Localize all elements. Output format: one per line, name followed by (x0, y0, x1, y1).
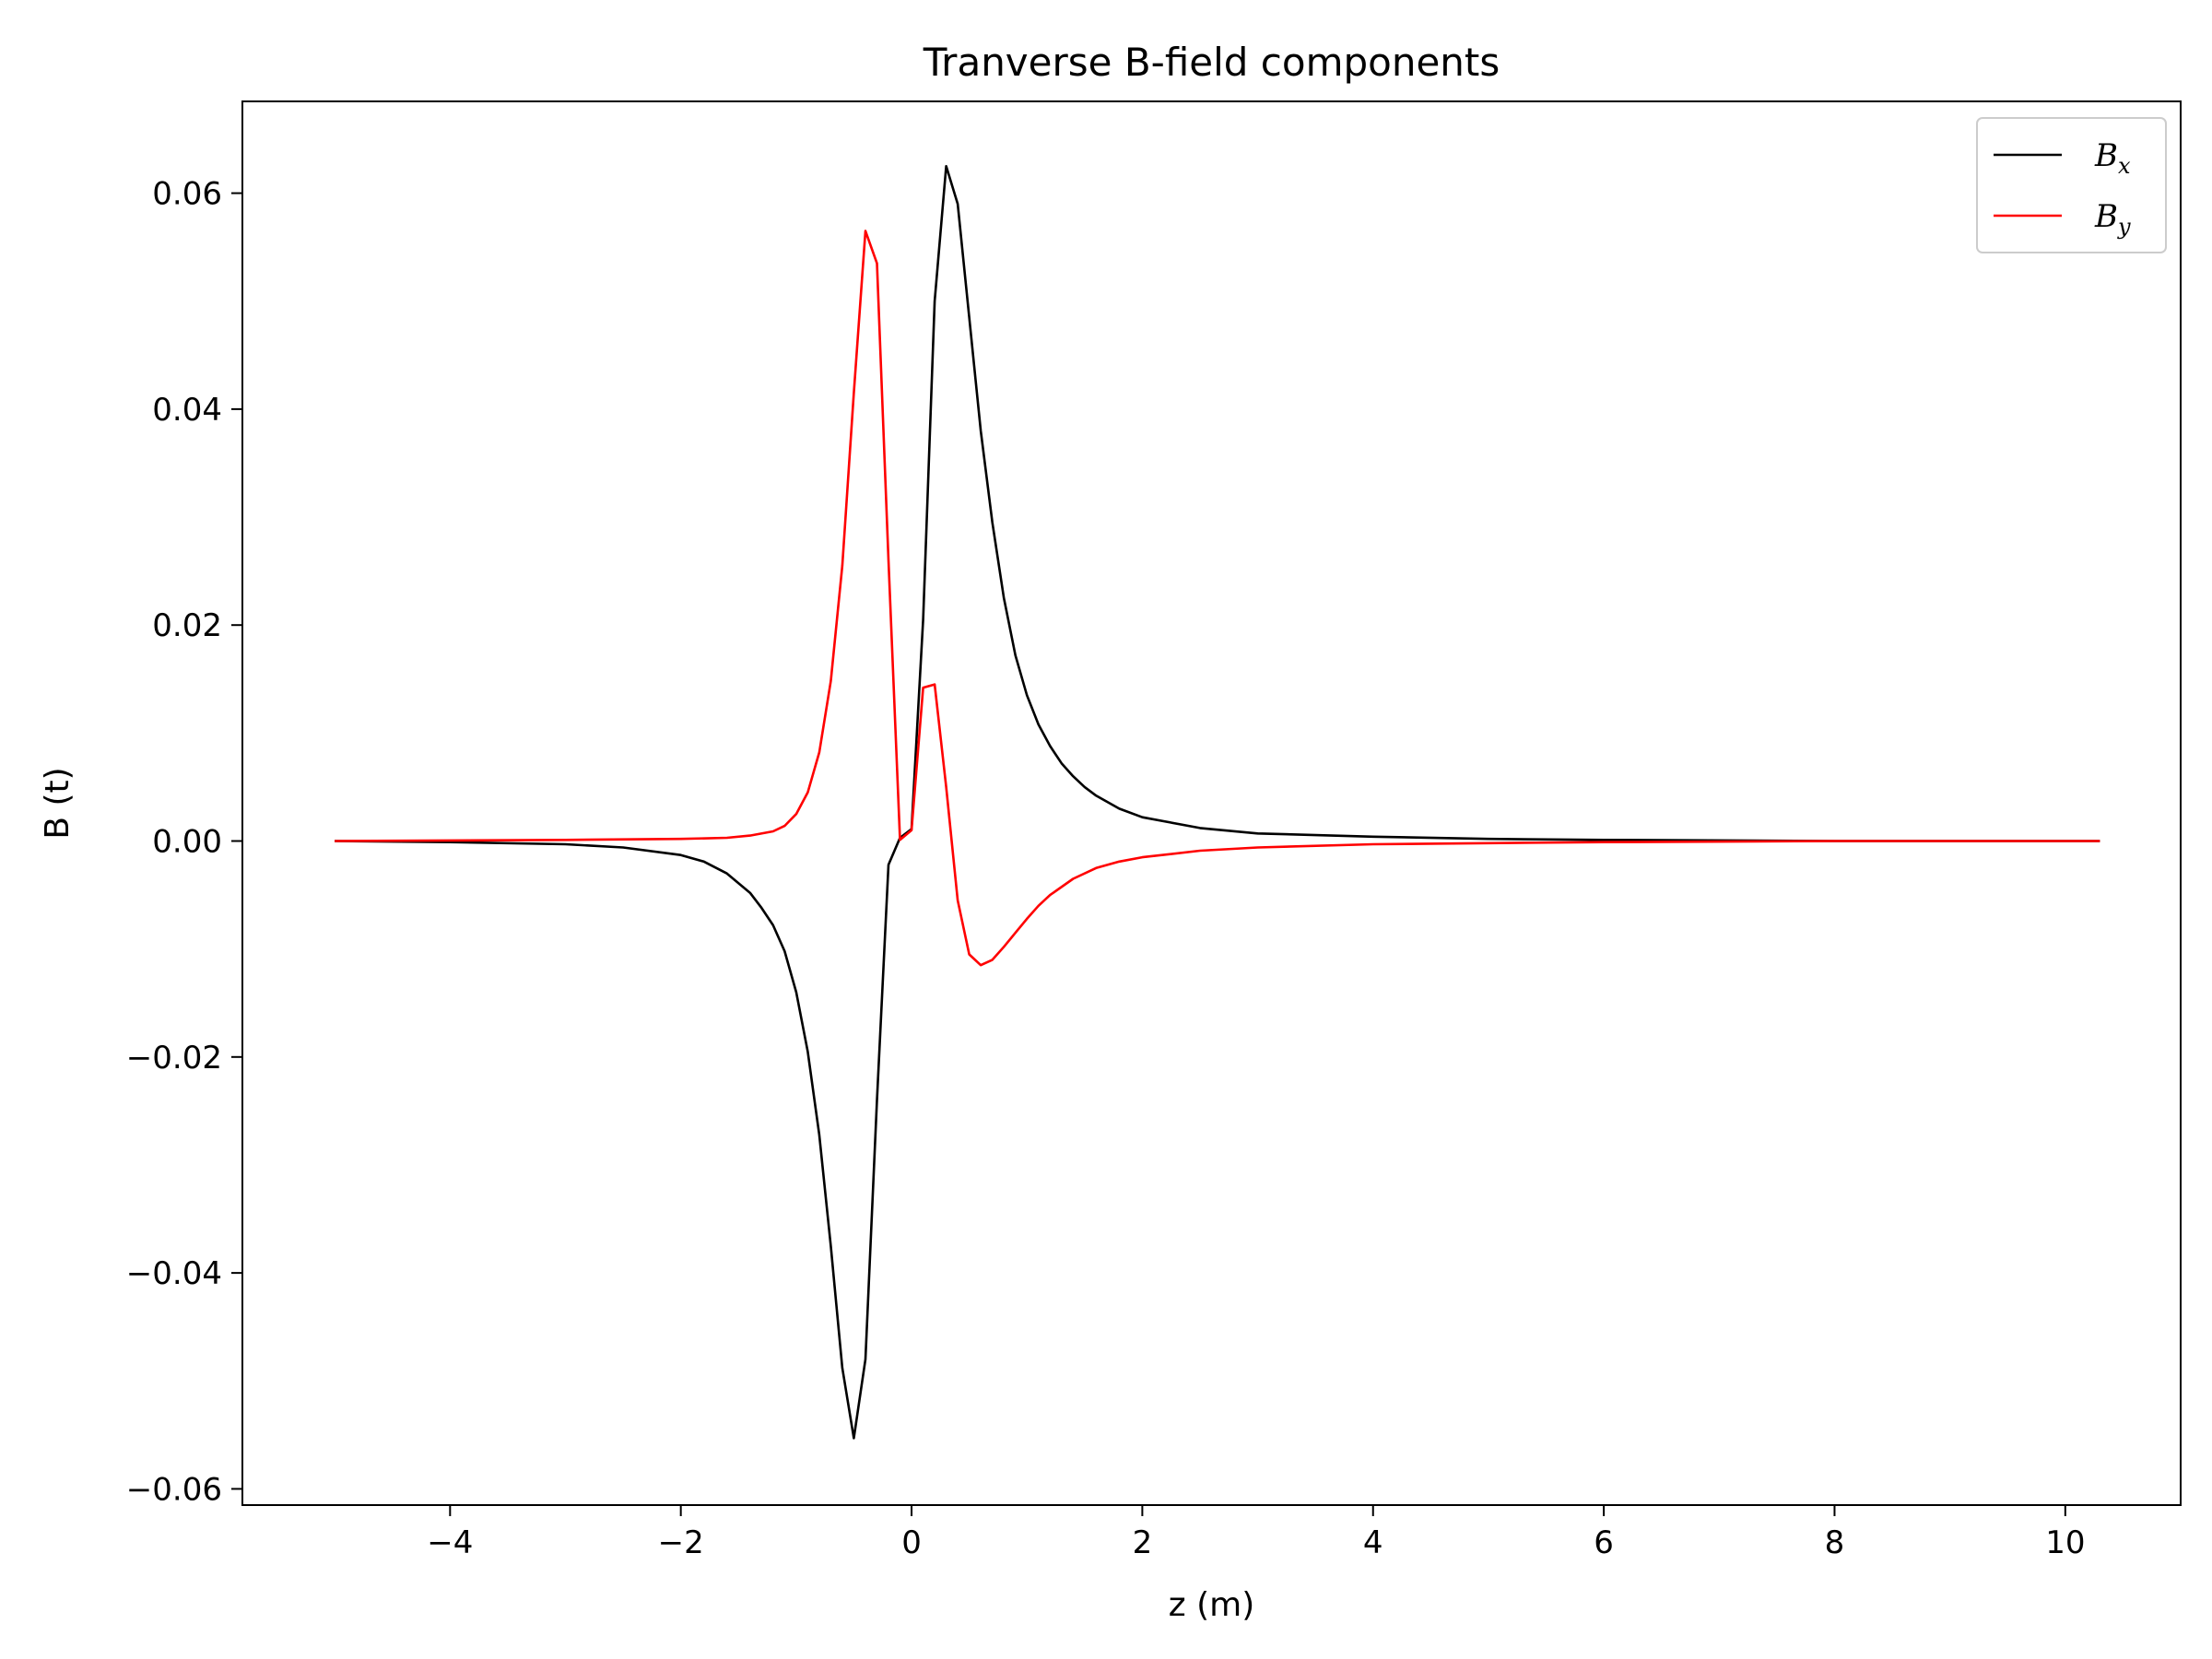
x-tick-label: 4 (1363, 1524, 1383, 1561)
axes-frame (241, 100, 2182, 1506)
x-tick-label: −4 (427, 1524, 473, 1561)
y-tick-label: 0.04 (152, 392, 222, 429)
x-axis-label: z (m) (1169, 1586, 1255, 1624)
x-tick-label: −2 (658, 1524, 704, 1561)
y-tick-label: −0.06 (126, 1471, 222, 1508)
legend: Bx By (1976, 117, 2167, 253)
y-tick-label: 0.02 (152, 607, 222, 644)
y-tick-label: 0.00 (152, 824, 222, 861)
legend-label: By (2094, 198, 2131, 240)
y-tick-label: −0.04 (126, 1255, 222, 1292)
plot-area (241, 100, 2182, 1506)
y-tick-label: 0.06 (152, 176, 222, 213)
chart-title: Tranverse B-field components (923, 40, 1500, 85)
y-tick-label: −0.02 (126, 1040, 222, 1077)
legend-label: Bx (2094, 137, 2131, 179)
legend-box (1976, 117, 2167, 253)
x-tick-label: 0 (901, 1524, 922, 1561)
x-tick-label: 10 (2045, 1524, 2085, 1561)
y-axis-label: B (t) (39, 767, 76, 839)
x-tick-label: 8 (1825, 1524, 1845, 1561)
x-axis: −4 −2 0 2 4 6 8 10 (427, 1505, 2085, 1561)
series-line-B-y (335, 229, 2100, 967)
series-line-B-x (335, 165, 2100, 1440)
x-tick-label: 6 (1594, 1524, 1614, 1561)
x-tick-label: 2 (1133, 1524, 1153, 1561)
y-axis: −0.06 −0.04 −0.02 0.00 0.02 0.04 0.06 (126, 176, 242, 1508)
